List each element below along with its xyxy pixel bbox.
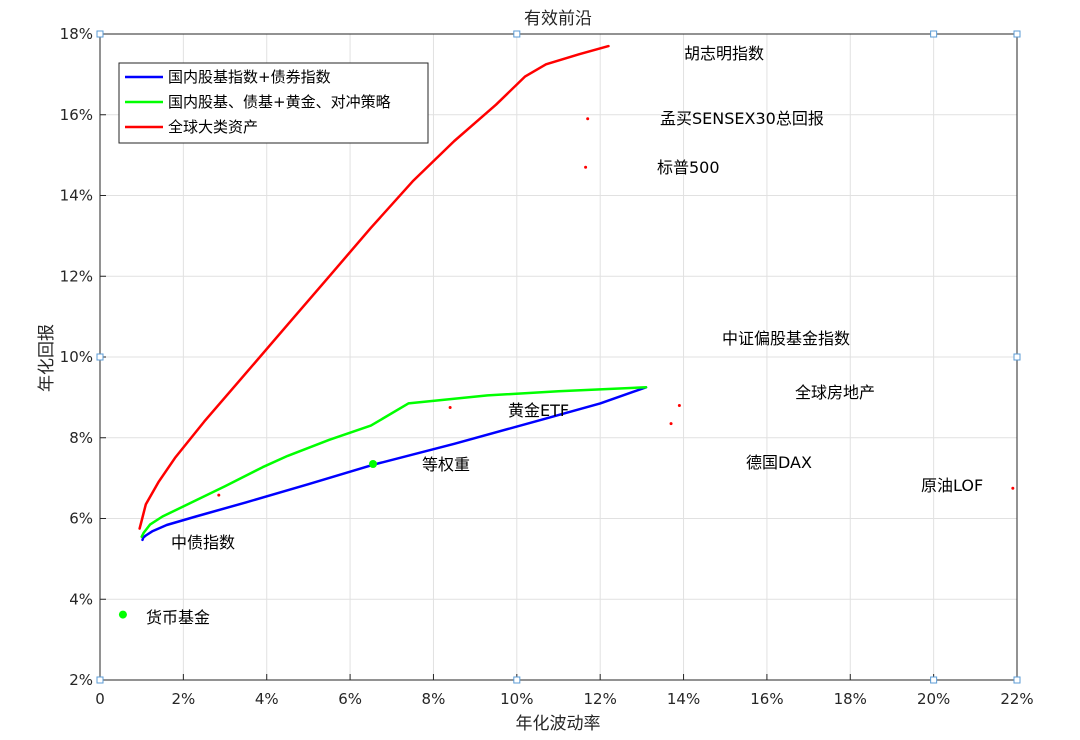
y-axis-title: 年化回报 [37, 324, 57, 392]
y-tick-label: 14% [60, 187, 93, 205]
data-point-marker [677, 403, 681, 407]
legend: 国内股基指数+债券指数 国内股基、债基+黄金、对冲策略 全球大类资产 [118, 62, 429, 144]
frame-handle [96, 676, 104, 684]
data-point-label: 中证偏股基金指数 [722, 329, 850, 348]
x-axis-title: 年化波动率 [516, 714, 601, 734]
x-tick-label: 0 [95, 690, 105, 708]
y-tick-label: 18% [60, 25, 93, 43]
data-point-label: 等权重 [422, 455, 470, 474]
data-point-marker [584, 165, 588, 169]
data-point-label: 德国DAX [746, 453, 812, 472]
data-point-label: 标普500 [657, 158, 720, 177]
data-point-marker [669, 422, 673, 426]
data-point-marker [1011, 486, 1015, 490]
legend-label-domestic-gold-hedge: 国内股基、债基+黄金、对冲策略 [168, 93, 391, 111]
y-tick-label: 6% [69, 510, 93, 528]
frame-handle [96, 353, 104, 361]
series-line-1 [140, 386, 648, 538]
data-point-label: 全球房地产 [795, 383, 875, 402]
frame-handle [930, 676, 938, 684]
x-tick-label: 22% [1000, 690, 1033, 708]
x-axis-ticks: 0 2% 4% 6% 8% 10% 12% 14% 16% 18% 20% 22% [95, 30, 1034, 708]
frame-handle [1013, 353, 1021, 361]
frame-handle [513, 30, 521, 38]
data-point-marker [448, 405, 452, 409]
series-layer [138, 44, 648, 542]
frame-handle [930, 30, 938, 38]
x-tick-label: 12% [584, 690, 617, 708]
x-tick-label: 14% [667, 690, 700, 708]
frame-handle [96, 30, 104, 38]
legend-label-domestic-stock-bond: 国内股基指数+债券指数 [168, 68, 331, 86]
legend-label-global-assets: 全球大类资产 [168, 118, 258, 136]
y-axis-ticks: 2% 4% 6% 8% 10% 12% 14% 16% 18% [60, 25, 1021, 689]
data-point-marker [118, 610, 127, 619]
frame-handle [1013, 30, 1021, 38]
chart-title: 有效前沿 [524, 9, 592, 29]
data-point-marker [217, 493, 221, 497]
data-point-label: 中债指数 [171, 533, 235, 552]
x-tick-label: 8% [422, 690, 446, 708]
x-tick-label: 16% [750, 690, 783, 708]
frame-handle [513, 676, 521, 684]
y-tick-label: 4% [69, 590, 93, 608]
x-tick-label: 18% [834, 690, 867, 708]
data-point-label: 原油LOF [921, 476, 983, 495]
x-tick-label: 6% [338, 690, 362, 708]
data-point-label: 货币基金 [146, 608, 210, 627]
x-tick-label: 4% [255, 690, 279, 708]
series-line-2 [138, 44, 610, 530]
data-point-marker [586, 117, 590, 121]
y-tick-label: 2% [69, 671, 93, 689]
y-tick-label: 16% [60, 106, 93, 124]
y-tick-label: 12% [60, 267, 93, 285]
x-tick-label: 20% [917, 690, 950, 708]
frame-handle [1013, 676, 1021, 684]
series-line-0 [141, 386, 648, 542]
x-tick-label: 2% [171, 690, 195, 708]
legend-box [118, 62, 429, 144]
data-point-label: 胡志明指数 [684, 44, 764, 63]
y-tick-label: 10% [60, 348, 93, 366]
points-layer [118, 117, 1015, 619]
data-point-marker [369, 459, 378, 468]
x-tick-label: 10% [500, 690, 533, 708]
data-point-label: 黄金ETF [508, 401, 569, 420]
y-tick-label: 8% [69, 429, 93, 447]
data-point-label: 孟买SENSEX30总回报 [660, 109, 824, 128]
